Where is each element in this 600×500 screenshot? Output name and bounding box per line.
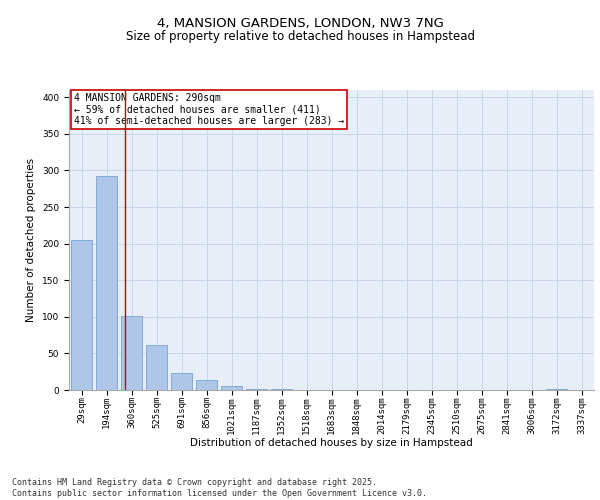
Bar xyxy=(221,386,242,390)
Bar xyxy=(146,346,167,390)
Bar xyxy=(546,388,567,390)
Bar xyxy=(121,316,142,390)
Y-axis label: Number of detached properties: Number of detached properties xyxy=(26,158,37,322)
Bar xyxy=(96,176,117,390)
Bar xyxy=(196,380,217,390)
Text: Contains HM Land Registry data © Crown copyright and database right 2025.
Contai: Contains HM Land Registry data © Crown c… xyxy=(12,478,427,498)
Bar xyxy=(246,388,267,390)
Text: 4 MANSION GARDENS: 290sqm
← 59% of detached houses are smaller (411)
41% of semi: 4 MANSION GARDENS: 290sqm ← 59% of detac… xyxy=(74,93,344,126)
Bar xyxy=(71,240,92,390)
Text: 4, MANSION GARDENS, LONDON, NW3 7NG: 4, MANSION GARDENS, LONDON, NW3 7NG xyxy=(157,18,443,30)
Bar xyxy=(171,373,192,390)
X-axis label: Distribution of detached houses by size in Hampstead: Distribution of detached houses by size … xyxy=(190,438,473,448)
Text: Size of property relative to detached houses in Hampstead: Size of property relative to detached ho… xyxy=(125,30,475,43)
